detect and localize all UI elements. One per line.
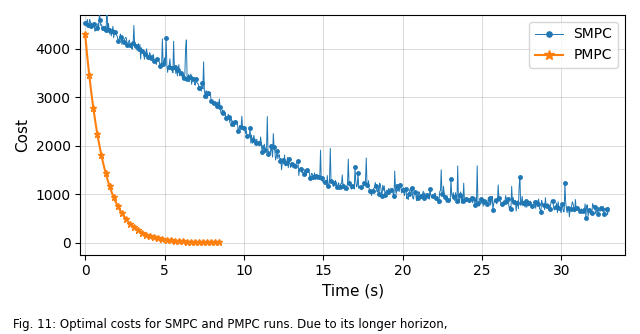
SMPC xyxy=(582,216,589,220)
PMPC xyxy=(87,85,95,89)
Line: PMPC: PMPC xyxy=(82,31,223,246)
SMPC xyxy=(605,209,613,213)
SMPC xyxy=(211,101,218,105)
PMPC xyxy=(106,186,114,190)
PMPC xyxy=(205,240,212,244)
X-axis label: Time (s): Time (s) xyxy=(322,284,384,299)
SMPC xyxy=(426,186,434,190)
SMPC xyxy=(248,133,255,137)
Line: SMPC: SMPC xyxy=(83,0,611,220)
Legend: SMPC, PMPC: SMPC, PMPC xyxy=(529,22,618,68)
PMPC xyxy=(117,210,125,214)
Text: Fig. 11: Optimal costs for SMPC and PMPC runs. Due to its longer horizon,: Fig. 11: Optimal costs for SMPC and PMPC… xyxy=(13,318,447,331)
SMPC xyxy=(81,21,89,25)
PMPC xyxy=(209,240,217,244)
SMPC xyxy=(230,120,237,124)
Y-axis label: Cost: Cost xyxy=(15,118,30,152)
PMPC xyxy=(216,240,224,244)
SMPC xyxy=(554,200,562,204)
PMPC xyxy=(90,106,97,110)
SMPC xyxy=(490,202,497,206)
PMPC xyxy=(81,32,89,36)
